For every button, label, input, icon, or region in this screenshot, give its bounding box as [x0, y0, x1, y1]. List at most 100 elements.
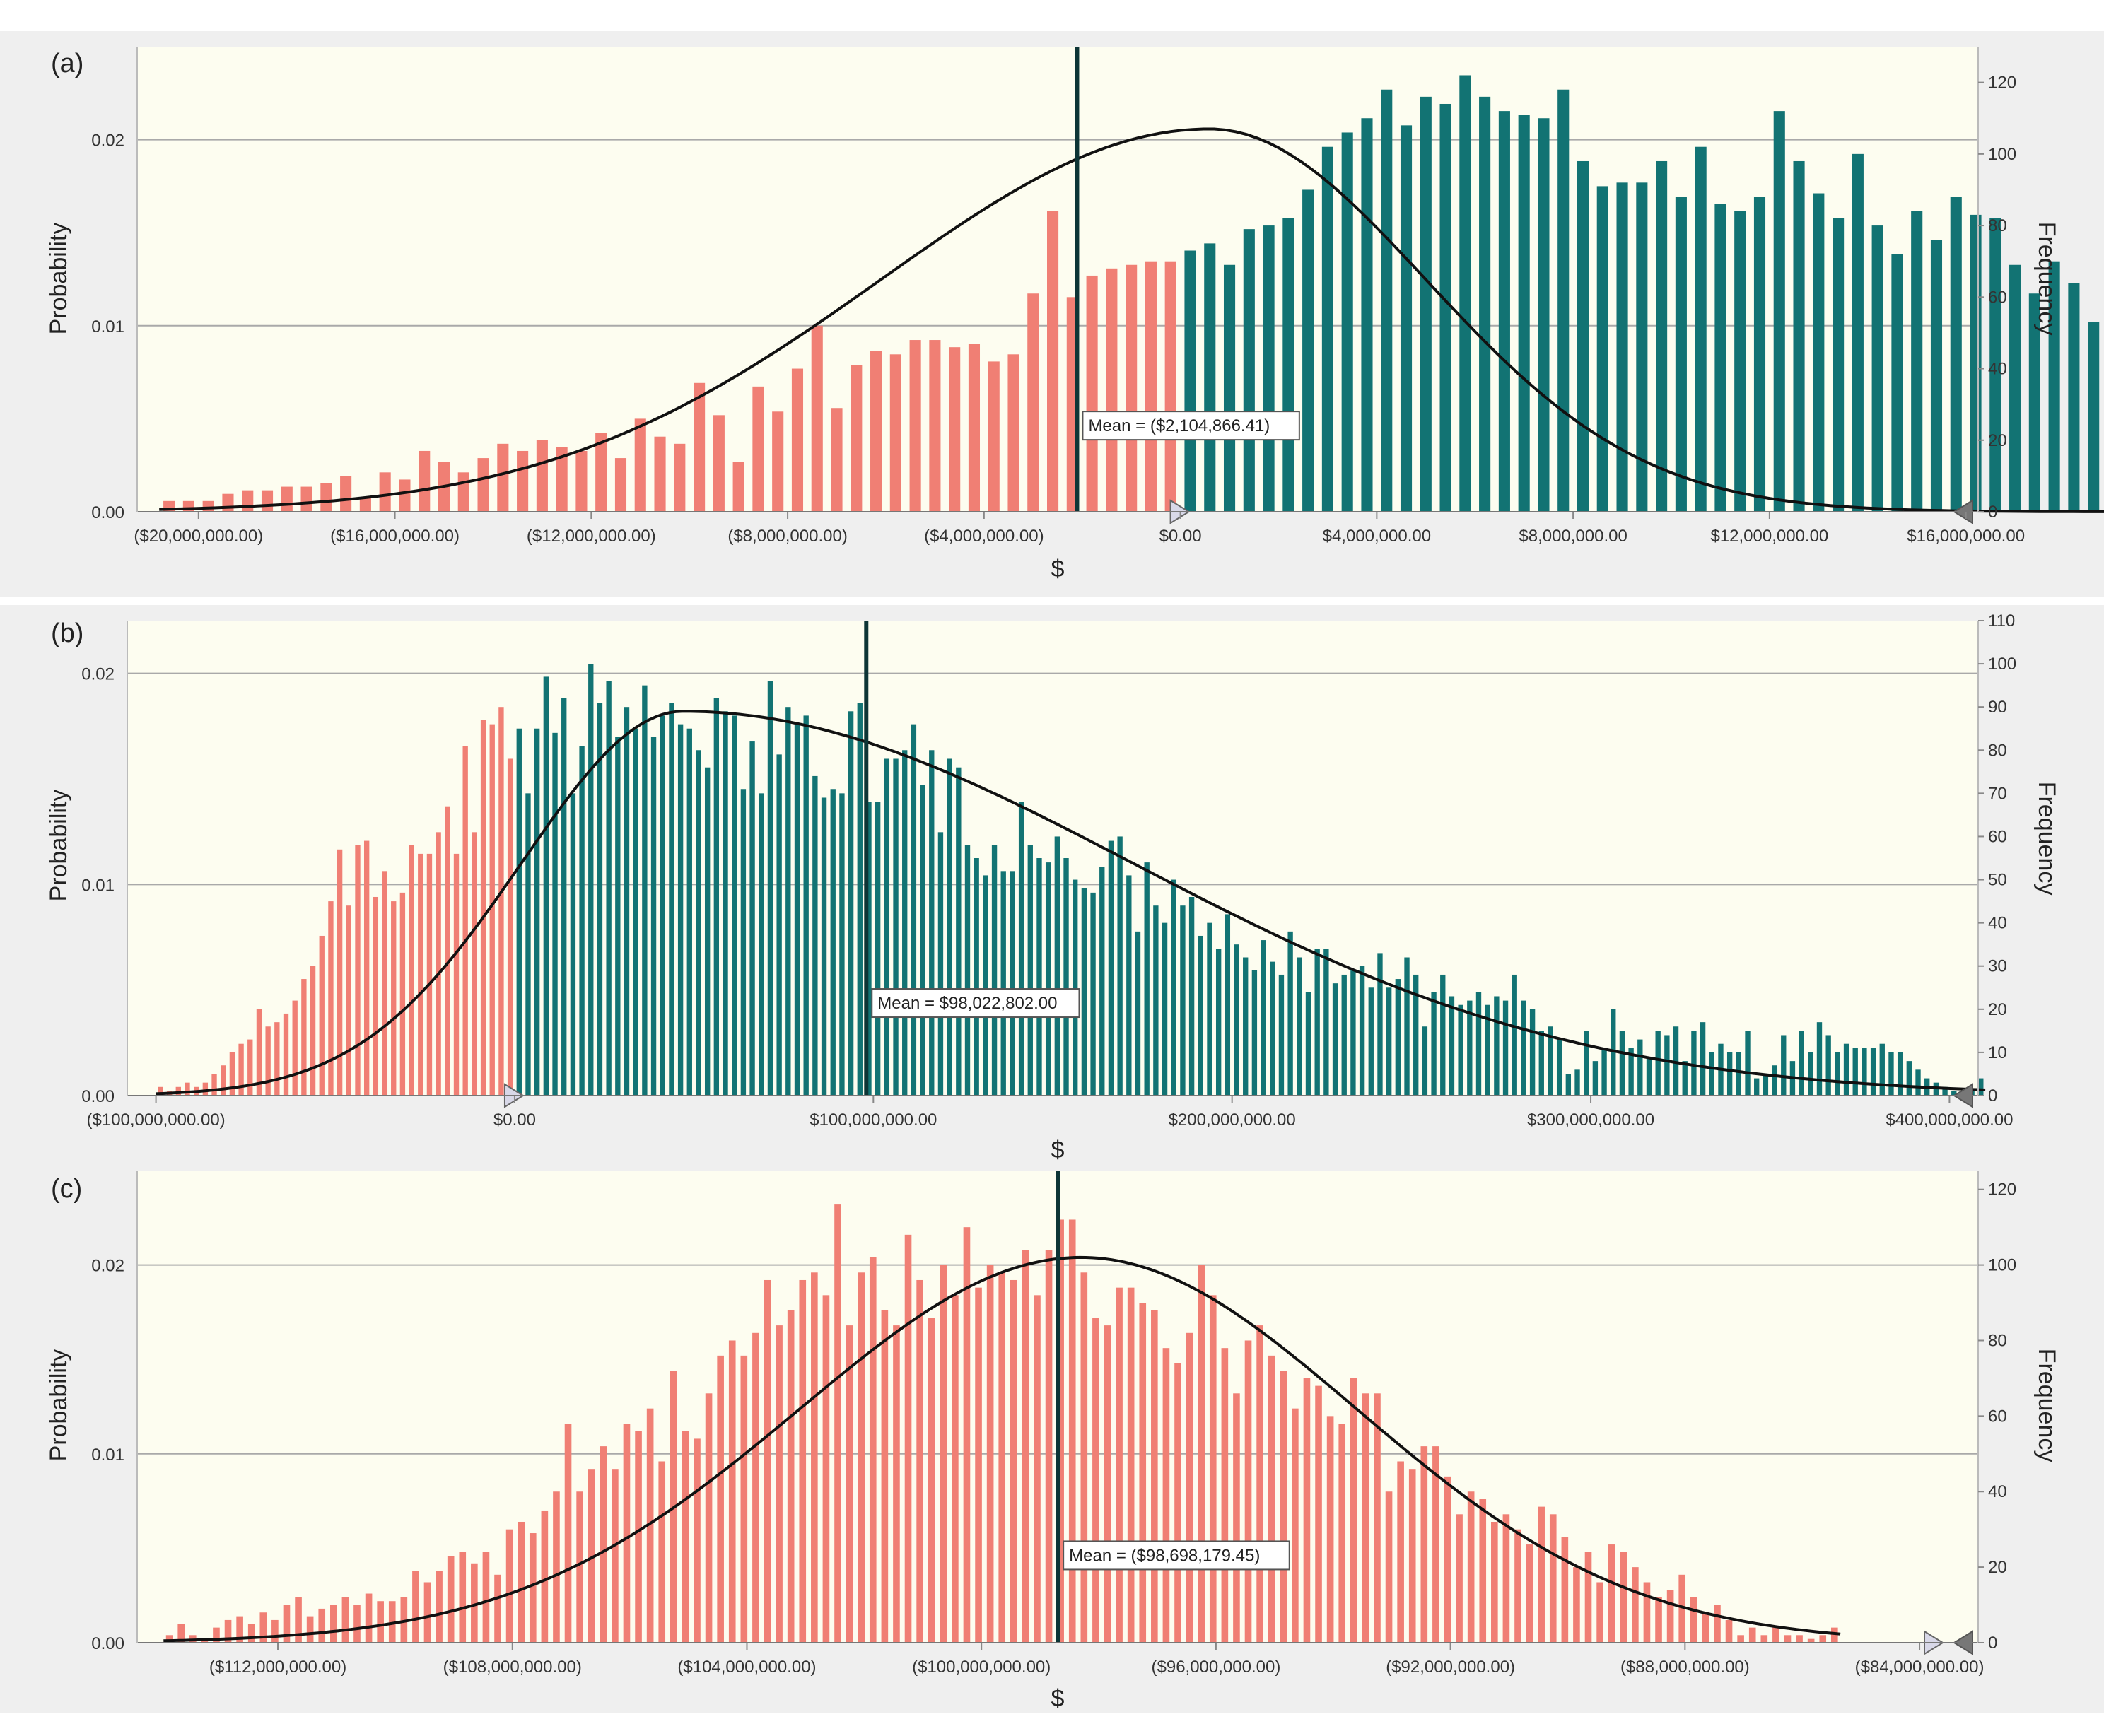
histogram-bar	[1171, 879, 1176, 1096]
histogram-bar	[1807, 1638, 1815, 1643]
y2-tick-label: 110	[1988, 611, 2015, 631]
mean-label-box	[1063, 1540, 1290, 1571]
histogram-bar	[1989, 218, 2001, 512]
histogram-bar	[471, 1563, 478, 1643]
histogram-bar	[588, 1469, 595, 1643]
histogram-bar	[1221, 1348, 1229, 1643]
y-tick-label: 0.00	[91, 1634, 124, 1653]
histogram-bar	[839, 793, 845, 1096]
histogram-a: Mean = ($2,104,866.41) 0.00 0.01 0.02 0 20 4…	[45, 47, 2104, 582]
histogram-bar	[1104, 1325, 1111, 1643]
histogram-bar	[2048, 261, 2060, 512]
y2-tick-label: 100	[1988, 145, 2016, 164]
histogram-bar	[1215, 949, 1222, 1096]
histogram-bar	[677, 724, 684, 1096]
histogram-bar	[851, 365, 863, 512]
histogram-bar	[642, 685, 648, 1096]
histogram-bar	[870, 351, 882, 512]
histogram-bar	[1422, 1026, 1428, 1096]
histogram-bar	[498, 707, 504, 1096]
histogram-bar	[185, 1082, 190, 1096]
histogram-bar	[794, 724, 800, 1096]
histogram-bar	[1261, 940, 1266, 1096]
histogram-bar	[556, 447, 568, 512]
histogram-bar	[1198, 1265, 1205, 1643]
histogram-bar	[1000, 871, 1006, 1096]
histogram-bar	[1726, 1052, 1733, 1096]
histogram-bar	[1833, 218, 1845, 512]
histogram-bar	[1057, 1219, 1064, 1643]
x-tick-label: ($16,000,000.00)	[330, 527, 460, 546]
histogram-bar	[1601, 1048, 1607, 1096]
histogram-bar	[1596, 1582, 1603, 1643]
histogram-bar	[588, 664, 594, 1096]
histogram-bar	[705, 1393, 713, 1643]
histogram-bar	[1584, 1552, 1592, 1643]
histogram-bar	[202, 500, 214, 512]
histogram-bar	[1796, 1635, 1803, 1643]
histogram-bar	[1116, 1287, 1123, 1643]
histogram-bar	[1521, 1000, 1526, 1096]
histogram-bar	[1459, 75, 1471, 512]
histogram-bar	[242, 490, 254, 512]
y2-tick-label: 40	[1988, 1482, 2007, 1501]
histogram-bar	[752, 386, 764, 512]
histogram-bar	[505, 1529, 513, 1643]
histogram-bars	[163, 75, 2100, 512]
mean-label: Mean = ($98,698,179.45)	[1069, 1546, 1260, 1565]
histogram-bar	[1092, 1318, 1099, 1643]
histogram-bar	[974, 858, 979, 1096]
y2-tick-label: 20	[1988, 431, 2007, 450]
histogram-bar	[365, 1593, 373, 1643]
histogram-bar	[552, 732, 558, 1096]
histogram-bar	[1518, 115, 1530, 512]
histogram-bar	[457, 472, 469, 512]
histogram-bar	[1108, 840, 1114, 1096]
histogram-bar	[1045, 862, 1051, 1096]
histogram-bar	[382, 871, 387, 1096]
histogram-bar	[1561, 1537, 1569, 1643]
histogram-bar	[848, 711, 854, 1096]
distribution-curve	[159, 127, 2104, 513]
histogram-bar	[541, 1510, 549, 1643]
y2-tick-label: 50	[1988, 871, 2007, 890]
histogram-bar	[211, 1074, 217, 1096]
histogram-bar	[1808, 1052, 1813, 1096]
histogram-bar	[399, 479, 411, 512]
histogram-bar	[1632, 1567, 1639, 1643]
histogram-bar	[635, 1431, 642, 1643]
histogram-bar	[1068, 1219, 1076, 1643]
y-tick-label: 0.01	[81, 876, 115, 895]
y-tick-labels: 0.00 0.01 0.02	[81, 665, 115, 1106]
histogram-bar	[696, 750, 701, 1096]
histogram-bar	[1432, 1446, 1439, 1643]
histogram-bar	[1538, 1506, 1545, 1643]
histogram-bar	[2028, 293, 2040, 512]
histogram-bar	[1930, 240, 1943, 512]
histogram-bar	[1362, 1393, 1369, 1643]
histogram-bar	[1565, 1074, 1572, 1096]
histogram-bar	[1611, 1009, 1616, 1096]
x-tick-label: ($4,000,000.00)	[924, 527, 1044, 546]
histogram-bar	[1691, 1031, 1697, 1096]
y-axis-title: Probability	[45, 223, 72, 335]
histogram-bar	[1616, 182, 1628, 512]
histogram-bar	[776, 754, 782, 1096]
histogram-bar	[379, 472, 391, 512]
histogram-bar	[1297, 957, 1302, 1096]
histogram-bar	[306, 1616, 314, 1643]
histogram-bar	[624, 707, 630, 1096]
histogram-bar	[1359, 966, 1365, 1096]
histogram-bar	[238, 1043, 244, 1096]
histogram-bar	[1204, 243, 1216, 512]
histogram-bar	[1209, 1295, 1217, 1643]
histogram-bar	[1099, 867, 1105, 1096]
histogram-bar	[247, 1624, 255, 1643]
histogram-bar	[320, 483, 332, 512]
histogram-bar	[1584, 1031, 1589, 1096]
histogram-bar	[1420, 96, 1432, 512]
histogram-bar	[767, 681, 773, 1096]
histogram-bar	[1619, 1031, 1625, 1096]
y2-tick-label: 60	[1988, 827, 2007, 846]
histogram-bar	[772, 411, 784, 512]
